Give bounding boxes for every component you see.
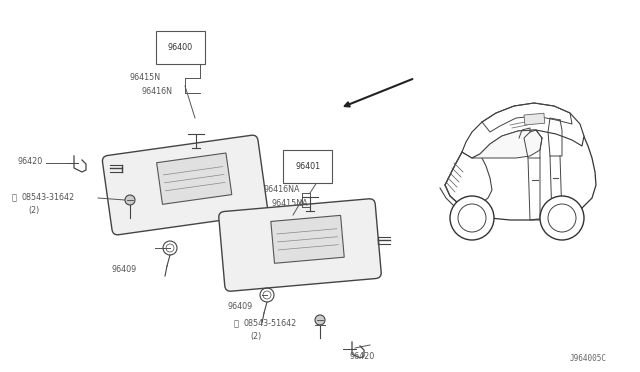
Text: 96400: 96400 bbox=[168, 43, 193, 52]
FancyBboxPatch shape bbox=[219, 199, 381, 291]
Text: 08543-51642: 08543-51642 bbox=[244, 319, 297, 328]
Bar bbox=[271, 215, 344, 263]
Text: 96420: 96420 bbox=[18, 157, 44, 166]
Text: 96416NA: 96416NA bbox=[263, 185, 300, 194]
Bar bbox=[157, 153, 232, 204]
FancyBboxPatch shape bbox=[102, 135, 268, 235]
Bar bbox=[524, 113, 545, 125]
Text: Ⓢ: Ⓢ bbox=[12, 193, 17, 202]
Circle shape bbox=[315, 315, 325, 325]
Text: J964005C: J964005C bbox=[570, 354, 607, 363]
Polygon shape bbox=[462, 103, 584, 158]
Polygon shape bbox=[445, 113, 596, 220]
Text: 96415NA: 96415NA bbox=[272, 199, 308, 208]
Text: 96420: 96420 bbox=[350, 352, 375, 361]
Text: 08543-31642: 08543-31642 bbox=[22, 193, 75, 202]
Text: 96409: 96409 bbox=[228, 302, 253, 311]
Text: 96416N: 96416N bbox=[142, 87, 173, 96]
Text: (2): (2) bbox=[28, 206, 39, 215]
Text: Ⓢ: Ⓢ bbox=[234, 319, 239, 328]
Text: 96401: 96401 bbox=[295, 162, 320, 171]
Text: (2): (2) bbox=[250, 332, 261, 341]
Text: 96415N: 96415N bbox=[130, 73, 161, 82]
Circle shape bbox=[540, 196, 584, 240]
Circle shape bbox=[125, 195, 135, 205]
Text: 96409: 96409 bbox=[112, 265, 137, 274]
Polygon shape bbox=[472, 130, 542, 158]
Circle shape bbox=[450, 196, 494, 240]
